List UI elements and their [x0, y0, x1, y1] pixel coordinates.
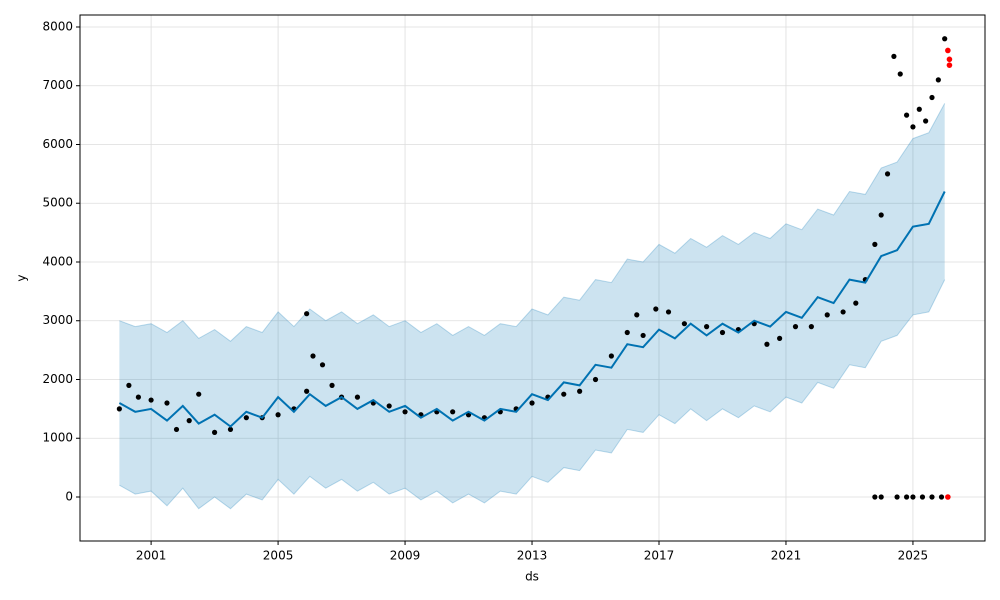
y-tick-label: 8000 [42, 19, 73, 33]
outlier-point [945, 494, 951, 500]
observed-point [665, 309, 672, 315]
observed-point [808, 324, 814, 330]
observed-point [329, 382, 335, 388]
y-tick-label: 3000 [42, 313, 73, 327]
observed-point [878, 212, 884, 218]
outlier-point [945, 47, 951, 54]
observed-point [319, 362, 326, 368]
observed-point [211, 429, 218, 435]
observed-point [304, 388, 310, 394]
x-tick-label: 2017 [644, 549, 675, 563]
y-tick-label: 7000 [42, 78, 73, 92]
observed-point [942, 36, 948, 42]
observed-point [891, 53, 897, 59]
observed-point [275, 412, 281, 418]
observed-point [135, 394, 142, 400]
forecast-line [118, 191, 946, 428]
y-tick-label: 4000 [42, 254, 73, 268]
observed-point [897, 71, 903, 77]
observed-point [653, 306, 659, 312]
outlier-point [946, 56, 953, 63]
observed-point [872, 241, 878, 247]
observed-point [872, 494, 878, 500]
observed-point [624, 329, 630, 336]
observed-point [386, 403, 392, 409]
y-axis-label: y [15, 274, 29, 281]
observed-point [929, 94, 935, 101]
observed-point [173, 426, 180, 433]
observed-point [243, 415, 249, 421]
observed-point [935, 77, 941, 83]
observed-point [126, 382, 132, 388]
upper-bound [119, 103, 946, 342]
y-tick-label: 1000 [42, 431, 73, 445]
x-tick-label: 2001 [136, 549, 167, 563]
observed-point [354, 394, 361, 400]
outlier-point [946, 62, 953, 68]
x-axis-label: ds [525, 570, 539, 584]
observed-point [878, 494, 884, 500]
y-tick-label: 0 [65, 489, 73, 503]
observed-point [910, 124, 916, 130]
observed-point [910, 494, 916, 500]
x-tick-label: 2005 [263, 549, 294, 563]
observed-point [227, 426, 234, 433]
observed-point [608, 353, 614, 359]
y-tick-label: 5000 [42, 196, 73, 210]
observed-point [186, 418, 192, 424]
observed-point [704, 324, 710, 330]
observed-point [919, 494, 926, 500]
x-tick-label: 2025 [898, 549, 929, 563]
observed-point [529, 400, 535, 406]
x-tick-label: 2021 [771, 549, 802, 563]
observed-point [561, 391, 567, 397]
observed-point [903, 112, 910, 118]
observed-point [840, 309, 846, 315]
observed-point [634, 312, 640, 318]
observed-point [310, 353, 316, 359]
y-tick-label: 2000 [42, 372, 73, 386]
observed-point [938, 494, 945, 500]
observed-point [929, 494, 935, 500]
observed-point [681, 321, 687, 327]
observed-point [304, 311, 310, 317]
observed-point [164, 400, 170, 406]
observed-point [916, 106, 922, 112]
observed-point [853, 300, 859, 306]
observed-point [777, 335, 783, 341]
x-tick-label: 2013 [517, 549, 548, 563]
observed-point [884, 171, 891, 177]
observed-point [792, 324, 799, 330]
observed-point [402, 409, 408, 415]
observed-point [148, 397, 154, 403]
observed-point [719, 329, 726, 336]
observed-point [764, 341, 770, 347]
lower-bound [119, 279, 946, 510]
observed-point [116, 406, 122, 412]
observed-point [592, 376, 599, 383]
observed-point [640, 332, 646, 339]
x-tick-label: 2009 [390, 549, 421, 563]
observed-point [577, 388, 583, 394]
observed-point [903, 494, 910, 500]
observed-point [923, 118, 929, 124]
uncertainty-band [119, 103, 945, 509]
observed-point [450, 409, 456, 415]
observed-point [894, 494, 900, 500]
y-tick-label: 6000 [42, 137, 73, 151]
observed-point [196, 391, 202, 397]
observed-point [824, 312, 830, 318]
